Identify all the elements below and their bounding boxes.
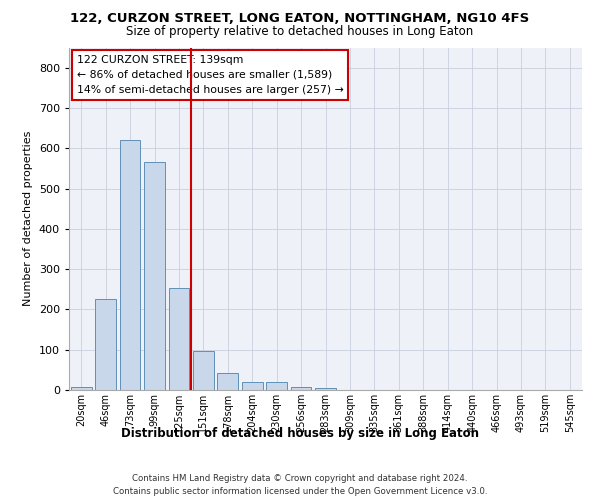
Bar <box>290 387 311 390</box>
Text: Distribution of detached houses by size in Long Eaton: Distribution of detached houses by size … <box>121 428 479 440</box>
Bar <box>71 387 92 390</box>
Y-axis label: Number of detached properties: Number of detached properties <box>23 131 33 306</box>
Bar <box>266 382 287 390</box>
Text: 122, CURZON STREET, LONG EATON, NOTTINGHAM, NG10 4FS: 122, CURZON STREET, LONG EATON, NOTTINGH… <box>70 12 530 26</box>
Bar <box>315 388 336 390</box>
Bar <box>95 300 116 390</box>
Text: Contains HM Land Registry data © Crown copyright and database right 2024.
Contai: Contains HM Land Registry data © Crown c… <box>113 474 487 496</box>
Bar <box>169 288 190 390</box>
Bar <box>242 382 263 390</box>
Text: Size of property relative to detached houses in Long Eaton: Size of property relative to detached ho… <box>127 25 473 38</box>
Bar <box>217 373 238 390</box>
Bar <box>193 352 214 390</box>
Text: 122 CURZON STREET: 139sqm
← 86% of detached houses are smaller (1,589)
14% of se: 122 CURZON STREET: 139sqm ← 86% of detac… <box>77 55 343 94</box>
Bar <box>144 162 165 390</box>
Bar <box>119 140 140 390</box>
